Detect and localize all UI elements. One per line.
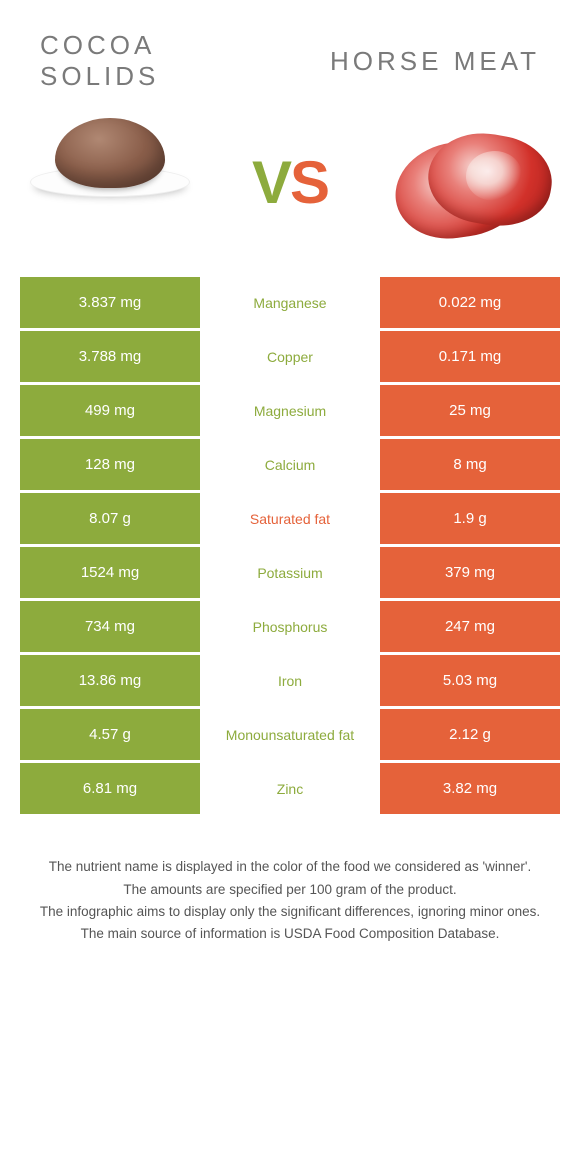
vs-letter-v: V — [252, 148, 290, 217]
left-value-cell: 4.57 g — [20, 709, 200, 763]
footer-line: The infographic aims to display only the… — [30, 902, 550, 922]
right-value-cell: 0.022 mg — [380, 277, 560, 331]
cocoa-pile-icon — [55, 118, 165, 188]
nutrient-name-cell: Monounsaturated fat — [200, 709, 380, 763]
vs-letter-s: S — [290, 148, 328, 217]
table-row: 734 mgPhosphorus247 mg — [20, 601, 560, 655]
hero-row: VS — [20, 112, 560, 277]
right-value-cell: 3.82 mg — [380, 763, 560, 817]
right-value-cell: 247 mg — [380, 601, 560, 655]
table-row: 6.81 mgZinc3.82 mg — [20, 763, 560, 817]
nutrient-name-cell: Zinc — [200, 763, 380, 817]
table-row: 499 mgMagnesium25 mg — [20, 385, 560, 439]
table-row: 1524 mgPotassium379 mg — [20, 547, 560, 601]
table-row: 3.788 mgCopper0.171 mg — [20, 331, 560, 385]
nutrient-name-cell: Saturated fat — [200, 493, 380, 547]
table-row: 3.837 mgManganese0.022 mg — [20, 277, 560, 331]
table-row: 128 mgCalcium8 mg — [20, 439, 560, 493]
meat-icon — [390, 127, 550, 237]
footer-notes: The nutrient name is displayed in the co… — [20, 817, 560, 944]
right-value-cell: 2.12 g — [380, 709, 560, 763]
left-value-cell: 3.837 mg — [20, 277, 200, 331]
footer-line: The main source of information is USDA F… — [30, 924, 550, 944]
left-value-cell: 128 mg — [20, 439, 200, 493]
left-value-cell: 3.788 mg — [20, 331, 200, 385]
vs-label: VS — [252, 148, 328, 217]
table-row: 8.07 gSaturated fat1.9 g — [20, 493, 560, 547]
table-row: 13.86 mgIron5.03 mg — [20, 655, 560, 709]
left-value-cell: 1524 mg — [20, 547, 200, 601]
right-value-cell: 25 mg — [380, 385, 560, 439]
right-food-image — [385, 127, 555, 237]
infographic-container: COCOA SOLIDS HORSE MEAT VS 3.837 mgManga… — [0, 0, 580, 986]
right-value-cell: 379 mg — [380, 547, 560, 601]
right-value-cell: 1.9 g — [380, 493, 560, 547]
nutrient-name-cell: Magnesium — [200, 385, 380, 439]
right-value-cell: 5.03 mg — [380, 655, 560, 709]
table-row: 4.57 gMonounsaturated fat2.12 g — [20, 709, 560, 763]
footer-line: The amounts are specified per 100 gram o… — [30, 880, 550, 900]
right-food-title: HORSE MEAT — [330, 46, 540, 77]
right-value-cell: 0.171 mg — [380, 331, 560, 385]
left-value-cell: 8.07 g — [20, 493, 200, 547]
left-value-cell: 734 mg — [20, 601, 200, 655]
footer-line: The nutrient name is displayed in the co… — [30, 857, 550, 877]
right-value-cell: 8 mg — [380, 439, 560, 493]
nutrient-name-cell: Manganese — [200, 277, 380, 331]
nutrient-name-cell: Calcium — [200, 439, 380, 493]
comparison-table: 3.837 mgManganese0.022 mg3.788 mgCopper0… — [20, 277, 560, 817]
nutrient-name-cell: Iron — [200, 655, 380, 709]
nutrient-name-cell: Copper — [200, 331, 380, 385]
cocoa-plate-icon — [30, 167, 190, 197]
title-row: COCOA SOLIDS HORSE MEAT — [20, 30, 560, 112]
left-food-image — [25, 127, 195, 237]
left-value-cell: 499 mg — [20, 385, 200, 439]
nutrient-name-cell: Phosphorus — [200, 601, 380, 655]
left-food-title: COCOA SOLIDS — [40, 30, 240, 92]
left-value-cell: 6.81 mg — [20, 763, 200, 817]
left-value-cell: 13.86 mg — [20, 655, 200, 709]
nutrient-name-cell: Potassium — [200, 547, 380, 601]
